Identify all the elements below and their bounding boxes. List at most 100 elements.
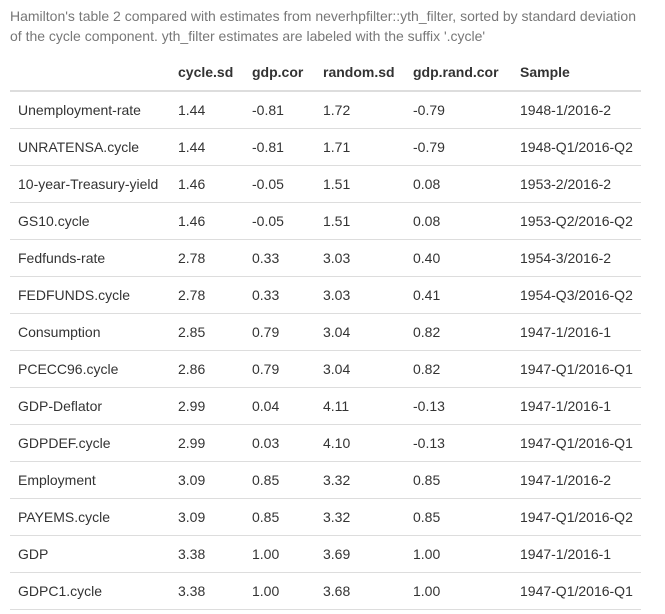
cell-gdp-cor: 0.85 <box>244 461 315 499</box>
cell-name: GDP-Deflator <box>10 387 170 425</box>
cell-gdp-rand-cor: 1.00 <box>405 572 512 610</box>
cell-gdp-cor: 0.33 <box>244 239 315 277</box>
cell-gdp-cor: 1.00 <box>244 535 315 573</box>
cell-cycle-sd: 2.86 <box>170 350 244 388</box>
cell-cycle-sd: 3.09 <box>170 498 244 536</box>
cell-gdp-cor: 0.79 <box>244 313 315 351</box>
cell-gdp-cor: 0.33 <box>244 276 315 314</box>
cell-random-sd: 1.51 <box>315 202 405 240</box>
cell-sample: 1953-2/2016-2 <box>512 165 641 203</box>
cell-random-sd: 3.03 <box>315 276 405 314</box>
cell-cycle-sd: 3.09 <box>170 461 244 499</box>
cell-gdp-rand-cor: 1.00 <box>405 535 512 573</box>
cell-name: GDPC1.cycle <box>10 572 170 610</box>
cell-cycle-sd: 1.44 <box>178 102 206 118</box>
header-cell-random-sd: random.sd <box>315 54 405 92</box>
cell-gdp-cor: 1.00 <box>244 572 315 610</box>
cell-cycle-sd: 3.38 <box>170 535 244 573</box>
table-row: Employment 3.09 0.85 3.32 0.85 1947-1/2016-2 <box>10 461 641 499</box>
cell-random-sd: 4.10 <box>315 424 405 462</box>
cell-random-sd: 3.03 <box>315 239 405 277</box>
table-row: Fedfunds-rate 2.78 0.33 3.03 0.40 1954-3/2016… <box>10 239 641 277</box>
cell-sample: 1947-Q1/2016-Q1 <box>512 350 641 388</box>
cell-cycle-sd: 2.85 <box>170 313 244 351</box>
cell-cycle-sd: 1.44 <box>170 128 244 166</box>
cell-sample: 1948-1/2016-2 <box>520 102 612 118</box>
cell-gdp-rand-cor: 0.08 <box>405 202 512 240</box>
header-row: cycle.sd gdp.cor random.sd gdp.rand.cor … <box>10 54 641 92</box>
cell-name: UNRATENSA.cycle <box>10 128 170 166</box>
cell-sample: 1947-1/2016-1 <box>512 535 641 573</box>
table-row: 10-year-Treasury-yield 1.46 -0.05 1.51 0.08 1… <box>10 165 641 203</box>
cell-sample: 1947-1/2016-1 <box>512 313 641 351</box>
cell-sample: 1953-Q2/2016-Q2 <box>512 202 641 240</box>
table-caption: Hamilton's table 2 compared with estimat… <box>10 8 636 44</box>
cell-name: GS10.cycle <box>10 202 170 240</box>
table-row: PAYEMS.cycle 3.09 0.85 3.32 0.85 1947-Q1/2016… <box>10 498 641 536</box>
cell-sample: 1948-Q1/2016-Q2 <box>512 128 641 166</box>
table-row: GDPC1.cycle 3.38 1.00 3.68 1.00 1947-Q1/2016-… <box>10 572 641 610</box>
cell-name: Employment <box>10 461 170 499</box>
cell-random-sd: 1.51 <box>315 165 405 203</box>
table-row: PCECC96.cycle 2.86 0.79 3.04 0.82 1947-Q1/201… <box>10 350 641 388</box>
header-cell-cycle-sd: cycle.sd <box>170 54 244 92</box>
cell-cycle-sd: 1.46 <box>170 202 244 240</box>
table-row: Consumption 2.85 0.79 3.04 0.82 1947-1/2016-1 <box>10 313 641 351</box>
cell-gdp-cor: -0.05 <box>244 165 315 203</box>
cell-gdp-rand-cor: -0.13 <box>405 424 512 462</box>
cell-gdp-cor: -0.05 <box>244 202 315 240</box>
cell-name: GDP <box>10 535 170 573</box>
cell-cycle-sd: 2.99 <box>170 424 244 462</box>
cell-sample: 1947-1/2016-1 <box>512 387 641 425</box>
table-row: FEDFUNDS.cycle 2.78 0.33 3.03 0.41 1954-Q3/20… <box>10 276 641 314</box>
cell-gdp-cor: 0.04 <box>244 387 315 425</box>
table-header: cycle.sd gdp.cor random.sd gdp.rand.cor … <box>10 54 641 92</box>
cell-name: Fedfunds-rate <box>10 239 170 277</box>
cell-gdp-rand-cor: -0.79 <box>405 128 512 166</box>
comparison-table: cycle.sd gdp.cor random.sd gdp.rand.cor … <box>10 54 641 610</box>
cell-gdp-cor: -0.81 <box>252 102 284 118</box>
cell-cycle-sd: 1.46 <box>170 165 244 203</box>
header-cell-name <box>10 54 170 92</box>
cell-random-sd: 1.72 <box>323 102 351 118</box>
cell-name: 10-year-Treasury-yield <box>10 165 170 203</box>
cell-random-sd: 3.32 <box>315 498 405 536</box>
cell-gdp-cor: 0.03 <box>244 424 315 462</box>
table-row: GDP-Deflator 2.99 0.04 4.11 -0.13 1947-1/2016… <box>10 387 641 425</box>
header-cell-gdp-cor: gdp.cor <box>244 54 315 92</box>
table-row: GS10.cycle 1.46 -0.05 1.51 0.08 1953-Q2/2016-… <box>10 202 641 240</box>
cell-gdp-rand-cor: 0.85 <box>405 498 512 536</box>
table-row: Unemployment-rate 1.44 -0.81 1.72 -0.79 1948-… <box>10 91 641 129</box>
cell-sample: 1947-Q1/2016-Q1 <box>512 424 641 462</box>
header-cell-sample: Sample <box>512 54 641 92</box>
cell-name: GDPDEF.cycle <box>10 424 170 462</box>
cell-random-sd: 1.71 <box>315 128 405 166</box>
cell-sample: 1947-Q1/2016-Q2 <box>512 498 641 536</box>
header-cell-gdp-rand-cor: gdp.rand.cor <box>405 54 512 92</box>
cell-cycle-sd: 2.78 <box>170 276 244 314</box>
cell-cycle-sd: 2.99 <box>170 387 244 425</box>
cell-name: PAYEMS.cycle <box>10 498 170 536</box>
cell-random-sd: 3.69 <box>315 535 405 573</box>
table-row: UNRATENSA.cycle 1.44 -0.81 1.71 -0.79 1948-Q1… <box>10 128 641 166</box>
cell-gdp-rand-cor: -0.13 <box>405 387 512 425</box>
cell-gdp-rand-cor: 0.85 <box>405 461 512 499</box>
cell-sample: 1947-1/2016-2 <box>512 461 641 499</box>
cell-cycle-sd: 2.78 <box>170 239 244 277</box>
cell-gdp-rand-cor: 0.40 <box>405 239 512 277</box>
cell-random-sd: 3.04 <box>315 350 405 388</box>
cell-gdp-cor: 0.79 <box>244 350 315 388</box>
cell-name: PCECC96.cycle <box>10 350 170 388</box>
cell-gdp-rand-cor: 0.82 <box>405 350 512 388</box>
cell-name: Consumption <box>10 313 170 351</box>
cell-sample: 1954-Q3/2016-Q2 <box>512 276 641 314</box>
cell-gdp-rand-cor: 0.82 <box>405 313 512 351</box>
cell-cycle-sd: 3.38 <box>170 572 244 610</box>
cell-random-sd: 3.32 <box>315 461 405 499</box>
cell-gdp-cor: -0.81 <box>244 128 315 166</box>
cell-gdp-rand-cor: -0.79 <box>413 102 445 118</box>
cell-sample: 1954-3/2016-2 <box>512 239 641 277</box>
cell-random-sd: 3.04 <box>315 313 405 351</box>
cell-name: FEDFUNDS.cycle <box>10 276 170 314</box>
